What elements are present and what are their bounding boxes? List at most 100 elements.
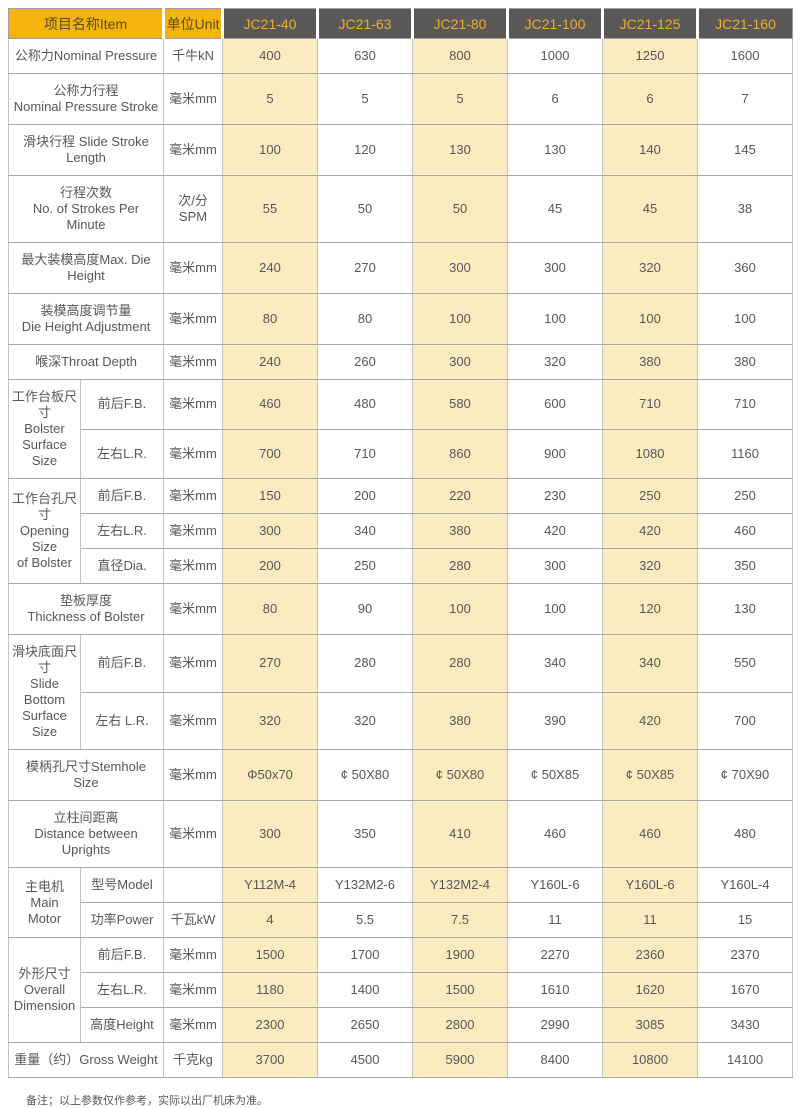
row-unit: 毫米mm xyxy=(163,749,224,801)
cell-value: 15 xyxy=(697,902,794,938)
row-item-label: 公称力行程 Nominal Pressure Stroke xyxy=(7,73,165,125)
cell-value: 14100 xyxy=(697,1042,794,1078)
row-sub-label: 前后F.B. xyxy=(79,634,165,693)
cell-value: ¢ 50X85 xyxy=(602,749,699,801)
row-group-label: 主电机Main Motor xyxy=(8,867,81,938)
footnote: 备注；以上参数仅作参考，实际以出厂机床为准。 xyxy=(26,1095,268,1107)
cell-value: 45 xyxy=(507,175,604,243)
cell-value: Y160L-4 xyxy=(697,867,794,903)
header-unit: 单位Unit xyxy=(163,8,225,39)
cell-value: 5 xyxy=(222,73,319,125)
row-item-label: 最大装模高度Max. Die Height xyxy=(7,242,165,294)
cell-value: 900 xyxy=(507,428,604,479)
cell-value: 300 xyxy=(507,548,604,584)
cell-value: 8400 xyxy=(507,1042,604,1078)
cell-value: 1080 xyxy=(602,428,699,479)
cell-value: 1180 xyxy=(222,972,319,1008)
table-row: 直径Dia. 毫米mm 200 250 280 300 320 350 xyxy=(9,548,794,584)
cell-value: 250 xyxy=(317,548,414,584)
cell-value: 380 xyxy=(697,344,794,380)
cell-value: 280 xyxy=(317,634,414,693)
cell-value: 50 xyxy=(412,175,509,243)
table-row: 主电机Main Motor 型号Model Y112M-4 Y132M2-6 Y132M… xyxy=(8,867,794,938)
cell-value: 3085 xyxy=(602,1007,699,1043)
cell-value: 100 xyxy=(507,583,604,635)
cell-value: 1500 xyxy=(412,972,509,1008)
cell-value: 2270 xyxy=(507,937,604,973)
cell-value: ¢ 50X80 xyxy=(412,749,509,801)
row-item-label: 装模高度调节量 Die Height Adjustment xyxy=(7,293,165,345)
cell-value: 11 xyxy=(602,902,699,938)
header-item: 项目名称Item xyxy=(8,8,166,39)
cell-value: 130 xyxy=(507,124,604,176)
cell-value: 270 xyxy=(317,242,414,294)
cell-value: 300 xyxy=(412,344,509,380)
cell-value: 4500 xyxy=(317,1042,414,1078)
cell-value: 100 xyxy=(222,124,319,176)
cell-value: 460 xyxy=(507,800,604,868)
cell-value: 420 xyxy=(507,513,604,549)
cell-value: 130 xyxy=(412,124,509,176)
row-sub-label: 前后F.B. xyxy=(79,379,165,430)
cell-value: 2990 xyxy=(507,1007,604,1043)
spec-sheet-page: 项目名称Item 单位Unit JC21-40 JC21-63 JC21-80 … xyxy=(7,8,794,1107)
row-unit: 毫米mm xyxy=(163,293,224,345)
table-row: 喉深Throat Depth 毫米mm 240 260 300 320 380 380 xyxy=(7,344,794,380)
cell-value: 710 xyxy=(697,379,794,430)
cell-value: ¢ 50X80 xyxy=(317,749,414,801)
cell-value: 300 xyxy=(507,242,604,294)
row-unit: 毫米mm xyxy=(163,124,224,176)
row-sub-label: 功率Power xyxy=(79,902,165,938)
row-unit: 毫米mm xyxy=(163,428,224,479)
row-item-label: 滑块行程 Slide Stroke Length xyxy=(7,124,165,176)
cell-value: 1500 xyxy=(222,937,319,973)
cell-value: Y132M2-6 xyxy=(317,867,414,903)
cell-value: ¢ 50X85 xyxy=(507,749,604,801)
row-sub-label: 左右 L.R. xyxy=(79,691,165,750)
cell-value: 5 xyxy=(412,73,509,125)
cell-value: 1700 xyxy=(317,937,414,973)
cell-value: 460 xyxy=(697,513,794,549)
cell-value: 2650 xyxy=(317,1007,414,1043)
cell-value: 340 xyxy=(507,634,604,693)
cell-value: 420 xyxy=(602,513,699,549)
cell-value: 2800 xyxy=(412,1007,509,1043)
cell-value: 480 xyxy=(697,800,794,868)
cell-value: 1600 xyxy=(697,38,794,74)
cell-value: 340 xyxy=(602,634,699,693)
row-unit: 毫米mm xyxy=(163,634,224,693)
header-jc21-40: JC21-40 xyxy=(222,8,320,39)
row-item-label: 公称力Nominal Pressure xyxy=(7,38,165,74)
cell-value: 100 xyxy=(697,293,794,345)
cell-value: 240 xyxy=(222,242,319,294)
cell-value: 400 xyxy=(222,38,319,74)
row-sub-label: 前后F.B. xyxy=(79,478,165,514)
row-sub-label: 高度Height xyxy=(79,1007,165,1043)
table-row: 左右 L.R. 毫米mm 320 320 380 390 420 700 xyxy=(9,691,794,750)
cell-value: 7 xyxy=(697,73,794,125)
row-unit: 千牛kN xyxy=(163,38,224,74)
cell-value: 1160 xyxy=(697,428,794,479)
cell-value: 300 xyxy=(222,513,319,549)
cell-value: 710 xyxy=(317,428,414,479)
row-unit: 毫米mm xyxy=(163,583,224,635)
table-row: 公称力行程 Nominal Pressure Stroke 毫米mm 5 5 5 6 6 7 xyxy=(7,73,794,125)
cell-value: 1250 xyxy=(602,38,699,74)
cell-value: 45 xyxy=(602,175,699,243)
cell-value: 480 xyxy=(317,379,414,430)
header-jc21-80: JC21-80 xyxy=(412,8,510,39)
table-row: 工作台板尺寸 Bolster Surface Size 前后F.B. 毫米mm 460… xyxy=(8,379,794,479)
table-row: 重量（约）Gross Weight 千克kg 3700 4500 5900 8400 108… xyxy=(7,1042,794,1078)
cell-value: 1000 xyxy=(507,38,604,74)
row-sub-label: 左右L.R. xyxy=(79,513,165,549)
row-unit xyxy=(163,867,224,903)
cell-value: 6 xyxy=(602,73,699,125)
row-sub-label: 前后F.B. xyxy=(79,937,165,973)
cell-value: 5900 xyxy=(412,1042,509,1078)
table-row: 左右L.R. 毫米mm 1180 1400 1500 1610 1620 1670 xyxy=(9,972,794,1008)
row-unit: 毫米mm xyxy=(163,1007,224,1043)
row-sub-label: 左右L.R. xyxy=(79,972,165,1008)
cell-value: 7.5 xyxy=(412,902,509,938)
cell-value: 710 xyxy=(602,379,699,430)
cell-value: 380 xyxy=(412,513,509,549)
